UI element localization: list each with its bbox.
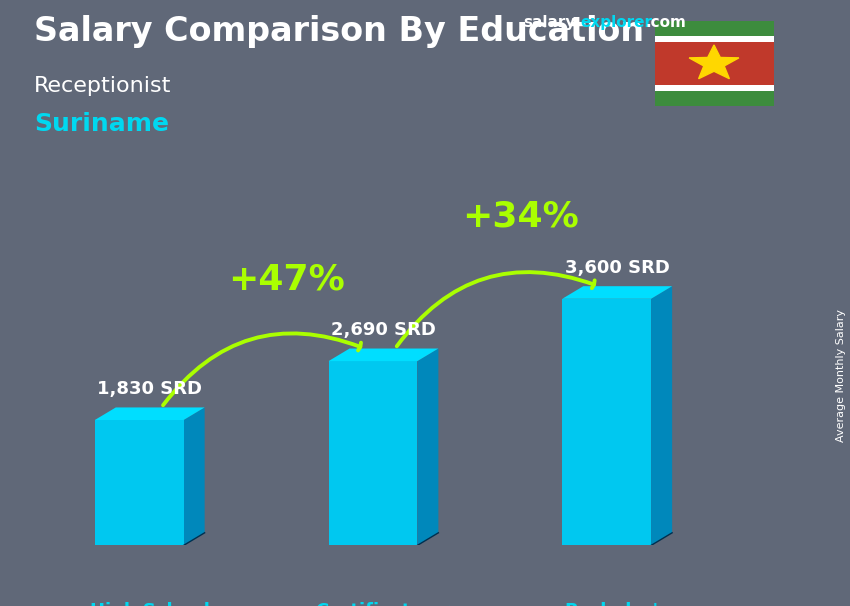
Polygon shape [95, 407, 205, 420]
Text: Certificate or
Diploma: Certificate or Diploma [316, 602, 450, 606]
Text: +34%: +34% [462, 200, 579, 234]
Text: explorer: explorer [581, 15, 653, 30]
Text: 1,830 SRD: 1,830 SRD [97, 380, 202, 398]
Bar [654, 36, 774, 42]
Polygon shape [328, 348, 439, 361]
Text: Suriname: Suriname [34, 112, 169, 136]
Text: salary: salary [523, 15, 575, 30]
Text: Salary Comparison By Education: Salary Comparison By Education [34, 15, 644, 48]
Text: 3,600 SRD: 3,600 SRD [564, 259, 670, 277]
Polygon shape [184, 407, 205, 545]
Bar [328, 361, 417, 545]
Text: High School: High School [90, 602, 210, 606]
Polygon shape [562, 286, 672, 299]
Text: Receptionist: Receptionist [34, 76, 172, 96]
Bar [654, 21, 774, 36]
Polygon shape [689, 45, 739, 79]
Polygon shape [651, 286, 672, 545]
Text: Average Monthly Salary: Average Monthly Salary [836, 309, 846, 442]
Text: 2,690 SRD: 2,690 SRD [331, 321, 436, 339]
Text: .com: .com [645, 15, 686, 30]
Polygon shape [417, 348, 439, 545]
Text: Bachelor's
Degree: Bachelor's Degree [565, 602, 670, 606]
Bar [654, 85, 774, 91]
Bar [95, 420, 184, 545]
Bar [654, 42, 774, 85]
Text: +47%: +47% [228, 262, 345, 296]
Bar [654, 91, 774, 106]
Bar [562, 299, 651, 545]
